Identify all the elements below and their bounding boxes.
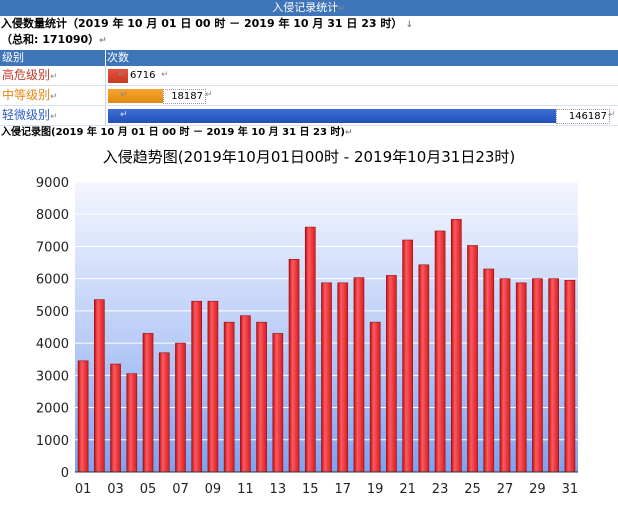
y-tick-label: 6000 <box>36 273 69 288</box>
y-tick-label: 0 <box>61 466 69 481</box>
bar-day-01 <box>77 360 89 473</box>
summary-heading: 入侵数量统计（2019 年 10 月 01 日 00 时 － 2019 年 10… <box>1 17 414 30</box>
bar-day-12 <box>256 321 267 473</box>
bar-day-06 <box>158 352 170 473</box>
chart-section-heading: 入侵记录图(2019 年 10 月 01 日 00 时 － 2019 年 10 … <box>1 127 353 138</box>
bar-day-17 <box>337 282 349 473</box>
bar-day-24 <box>450 219 462 473</box>
low-level-value: 146187 <box>556 109 610 124</box>
table-row: 中等级别↵ ↵ 18187 ↵ <box>0 86 618 106</box>
bar-day-04 <box>126 373 138 473</box>
x-tick-label: 13 <box>270 482 287 497</box>
bar-day-27 <box>499 278 511 473</box>
bar-day-11 <box>240 315 251 473</box>
x-tick-label: 17 <box>334 482 351 497</box>
bar-day-15 <box>304 226 316 473</box>
y-tick-label: 1000 <box>36 434 69 449</box>
row-label-high: 高危级别↵ <box>2 68 58 82</box>
summary-total: （总和: 171090）↵ <box>1 33 107 46</box>
x-tick-label: 25 <box>464 482 481 497</box>
bar-day-07 <box>175 342 186 473</box>
bar-day-29 <box>532 278 543 473</box>
medium-level-bar <box>108 89 163 103</box>
bar-day-09 <box>207 300 219 473</box>
x-tick-label: 03 <box>107 482 124 497</box>
bar-day-30 <box>548 278 559 473</box>
bar-day-14 <box>288 259 300 473</box>
x-tick-label: 27 <box>497 482 514 497</box>
y-tick-label: 9000 <box>36 176 69 191</box>
page-title: 入侵记录统计↵ <box>0 0 618 16</box>
table-row: 轻微级别↵ ↵ 146187 ↵ <box>0 106 618 126</box>
x-tick-label: 23 <box>432 482 449 497</box>
y-tick-label: 8000 <box>36 208 69 223</box>
bar-day-26 <box>483 268 495 473</box>
bar-day-19 <box>369 321 381 473</box>
x-tick-label: 11 <box>237 482 254 497</box>
bar-day-28 <box>515 282 527 473</box>
y-tick-label: 7000 <box>36 240 69 255</box>
bar-day-31 <box>564 279 576 473</box>
row-label-medium: 中等级别↵ <box>2 88 58 102</box>
y-tick-label: 5000 <box>36 305 69 320</box>
x-tick-label: 29 <box>529 482 546 497</box>
table-row: 高危级别↵ ↵ 6716 ↵ <box>0 66 618 86</box>
row-label-low: 轻微级别↵ <box>2 108 58 122</box>
bar-day-05 <box>142 333 154 473</box>
bar-day-10 <box>223 321 235 473</box>
x-tick-label: 15 <box>302 482 319 497</box>
stats-table-header: 级别 次数 <box>0 50 618 66</box>
x-tick-label: 01 <box>75 482 92 497</box>
column-header-level: 级别 <box>2 51 24 64</box>
y-tick-label: 2000 <box>36 402 69 417</box>
high-level-bar <box>108 69 128 83</box>
bar-day-18 <box>353 277 365 473</box>
y-tick-label: 4000 <box>36 337 69 352</box>
x-tick-label: 09 <box>205 482 222 497</box>
bar-day-08 <box>191 300 203 473</box>
bar-day-13 <box>272 333 284 473</box>
bar-day-16 <box>321 282 332 473</box>
bar-day-02 <box>94 299 105 473</box>
medium-level-value: 18187 <box>163 89 206 104</box>
bar-day-22 <box>418 264 430 473</box>
bar-day-23 <box>434 230 446 473</box>
bar-day-03 <box>110 363 121 473</box>
bar-day-21 <box>402 239 413 473</box>
x-tick-label: 31 <box>562 482 579 497</box>
x-tick-label: 05 <box>140 482 157 497</box>
x-tick-label: 19 <box>367 482 384 497</box>
y-tick-label: 3000 <box>36 369 69 384</box>
high-level-value: 6716 <box>128 69 158 82</box>
chart-title: 入侵趋势图(2019年10月01日00时 - 2019年10月31日23时) <box>102 148 516 166</box>
x-tick-label: 21 <box>399 482 416 497</box>
x-tick-label: 07 <box>172 482 189 497</box>
bar-day-25 <box>467 245 478 473</box>
column-header-count: 次数 <box>107 51 129 64</box>
low-level-bar <box>108 109 556 123</box>
bar-day-20 <box>386 275 397 473</box>
